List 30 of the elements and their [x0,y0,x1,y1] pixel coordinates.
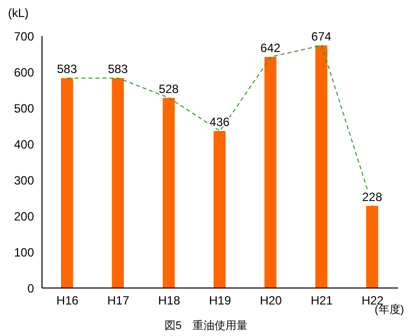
y-tick-label: 200 [14,209,34,224]
data-label: 436 [210,115,230,130]
bar [162,98,175,288]
y-tick-label: 100 [14,245,34,260]
x-tick-label: H18 [158,294,180,308]
data-label: 528 [158,82,180,96]
data-label: 583 [56,62,78,76]
data-label: 642 [260,40,281,55]
text: 図5 重油使用量 [163,319,249,333]
bar [315,45,328,288]
x-tick-label: H21 [310,294,334,308]
bar [214,131,226,288]
data-label: 674 [311,29,332,44]
data-label: 228 [362,190,382,204]
bar [112,78,124,288]
bar [61,78,73,288]
x-tick-label: H20 [260,294,282,308]
y-tick-label: 700 [14,29,34,44]
x-tick-label: H19 [208,294,232,308]
y-tick-label: 0 [27,281,34,296]
y-axis-title: (kL) [8,6,29,20]
y-tick-label: 600 [14,65,34,80]
bar [264,56,276,288]
x-tick-label: H17 [107,294,130,308]
bar [366,206,378,288]
y-tick-label: 300 [14,173,34,188]
x-tick-label: H16 [56,294,79,308]
data-label: 583 [108,62,128,76]
y-tick-label: 500 [14,101,34,116]
y-tick-label: 400 [14,137,34,152]
